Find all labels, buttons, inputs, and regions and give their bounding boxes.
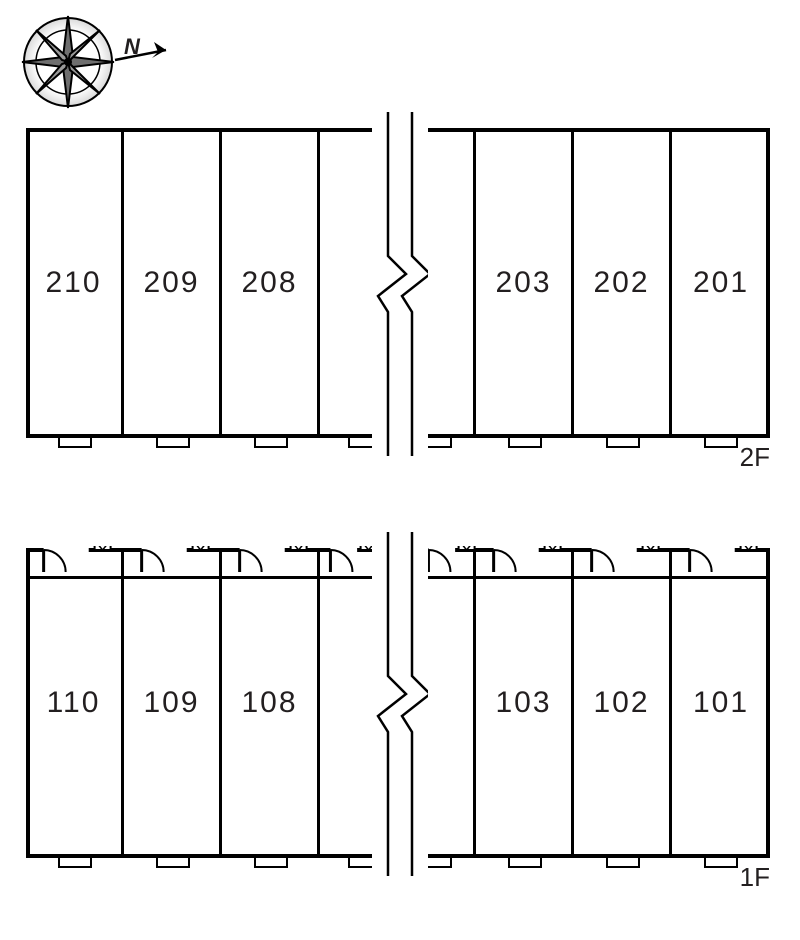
unit-210: 210 xyxy=(26,132,124,434)
section-break-icon xyxy=(372,112,428,456)
unit-label: 102 xyxy=(593,686,649,720)
unit-label: 109 xyxy=(143,686,199,720)
section-break-icon xyxy=(372,532,428,876)
door-icon xyxy=(156,438,190,448)
unit-label: 108 xyxy=(241,686,297,720)
unit-108: 108 xyxy=(222,552,320,854)
unit-102: 102 xyxy=(574,552,672,854)
floorplan-canvas: N 210 209 208 203 202 201 2F 110 109 108 103 102 101… xyxy=(0,0,800,940)
door-swing-icon xyxy=(26,548,124,578)
unit-label: 202 xyxy=(593,266,649,300)
unit-109: 109 xyxy=(124,552,222,854)
door-icon xyxy=(704,438,738,448)
inner-top-line xyxy=(422,576,766,579)
unit-208: 208 xyxy=(222,132,320,434)
door-icon xyxy=(58,858,92,868)
unit-202: 202 xyxy=(574,132,672,434)
unit-103: 103 xyxy=(476,552,574,854)
door-icon xyxy=(704,858,738,868)
door-icon xyxy=(606,438,640,448)
unit-209: 209 xyxy=(124,132,222,434)
unit-label: 208 xyxy=(241,266,297,300)
door-swing-icon xyxy=(672,548,770,578)
door-icon xyxy=(254,858,288,868)
door-icon xyxy=(58,438,92,448)
door-swing-icon xyxy=(124,548,222,578)
floor-2F: 2102092082032022012F xyxy=(26,128,766,438)
compass-icon: N xyxy=(20,12,180,117)
unit-label: 101 xyxy=(693,686,749,720)
door-icon xyxy=(156,858,190,868)
unit-label: 209 xyxy=(143,266,199,300)
unit-label: 110 xyxy=(47,686,101,720)
door-swing-icon xyxy=(574,548,672,578)
door-icon xyxy=(508,438,542,448)
unit-201: 201 xyxy=(672,132,770,434)
door-swing-icon xyxy=(320,548,378,578)
door-icon xyxy=(508,858,542,868)
unit-partial xyxy=(320,552,378,854)
door-icon xyxy=(606,858,640,868)
unit-101: 101 xyxy=(672,552,770,854)
floor-1F: 1101091081031021011F xyxy=(26,548,766,858)
unit-203: 203 xyxy=(476,132,574,434)
floor-label: 2F xyxy=(740,442,770,473)
unit-label: 203 xyxy=(495,266,551,300)
inner-top-line xyxy=(30,576,374,579)
door-swing-icon xyxy=(222,548,320,578)
door-swing-icon xyxy=(476,548,574,578)
unit-110: 110 xyxy=(26,552,124,854)
unit-label: 103 xyxy=(495,686,551,720)
unit-label: 210 xyxy=(45,266,101,300)
unit-partial xyxy=(320,132,378,434)
floor-label: 1F xyxy=(740,862,770,893)
unit-label: 201 xyxy=(693,266,749,300)
door-icon xyxy=(254,438,288,448)
